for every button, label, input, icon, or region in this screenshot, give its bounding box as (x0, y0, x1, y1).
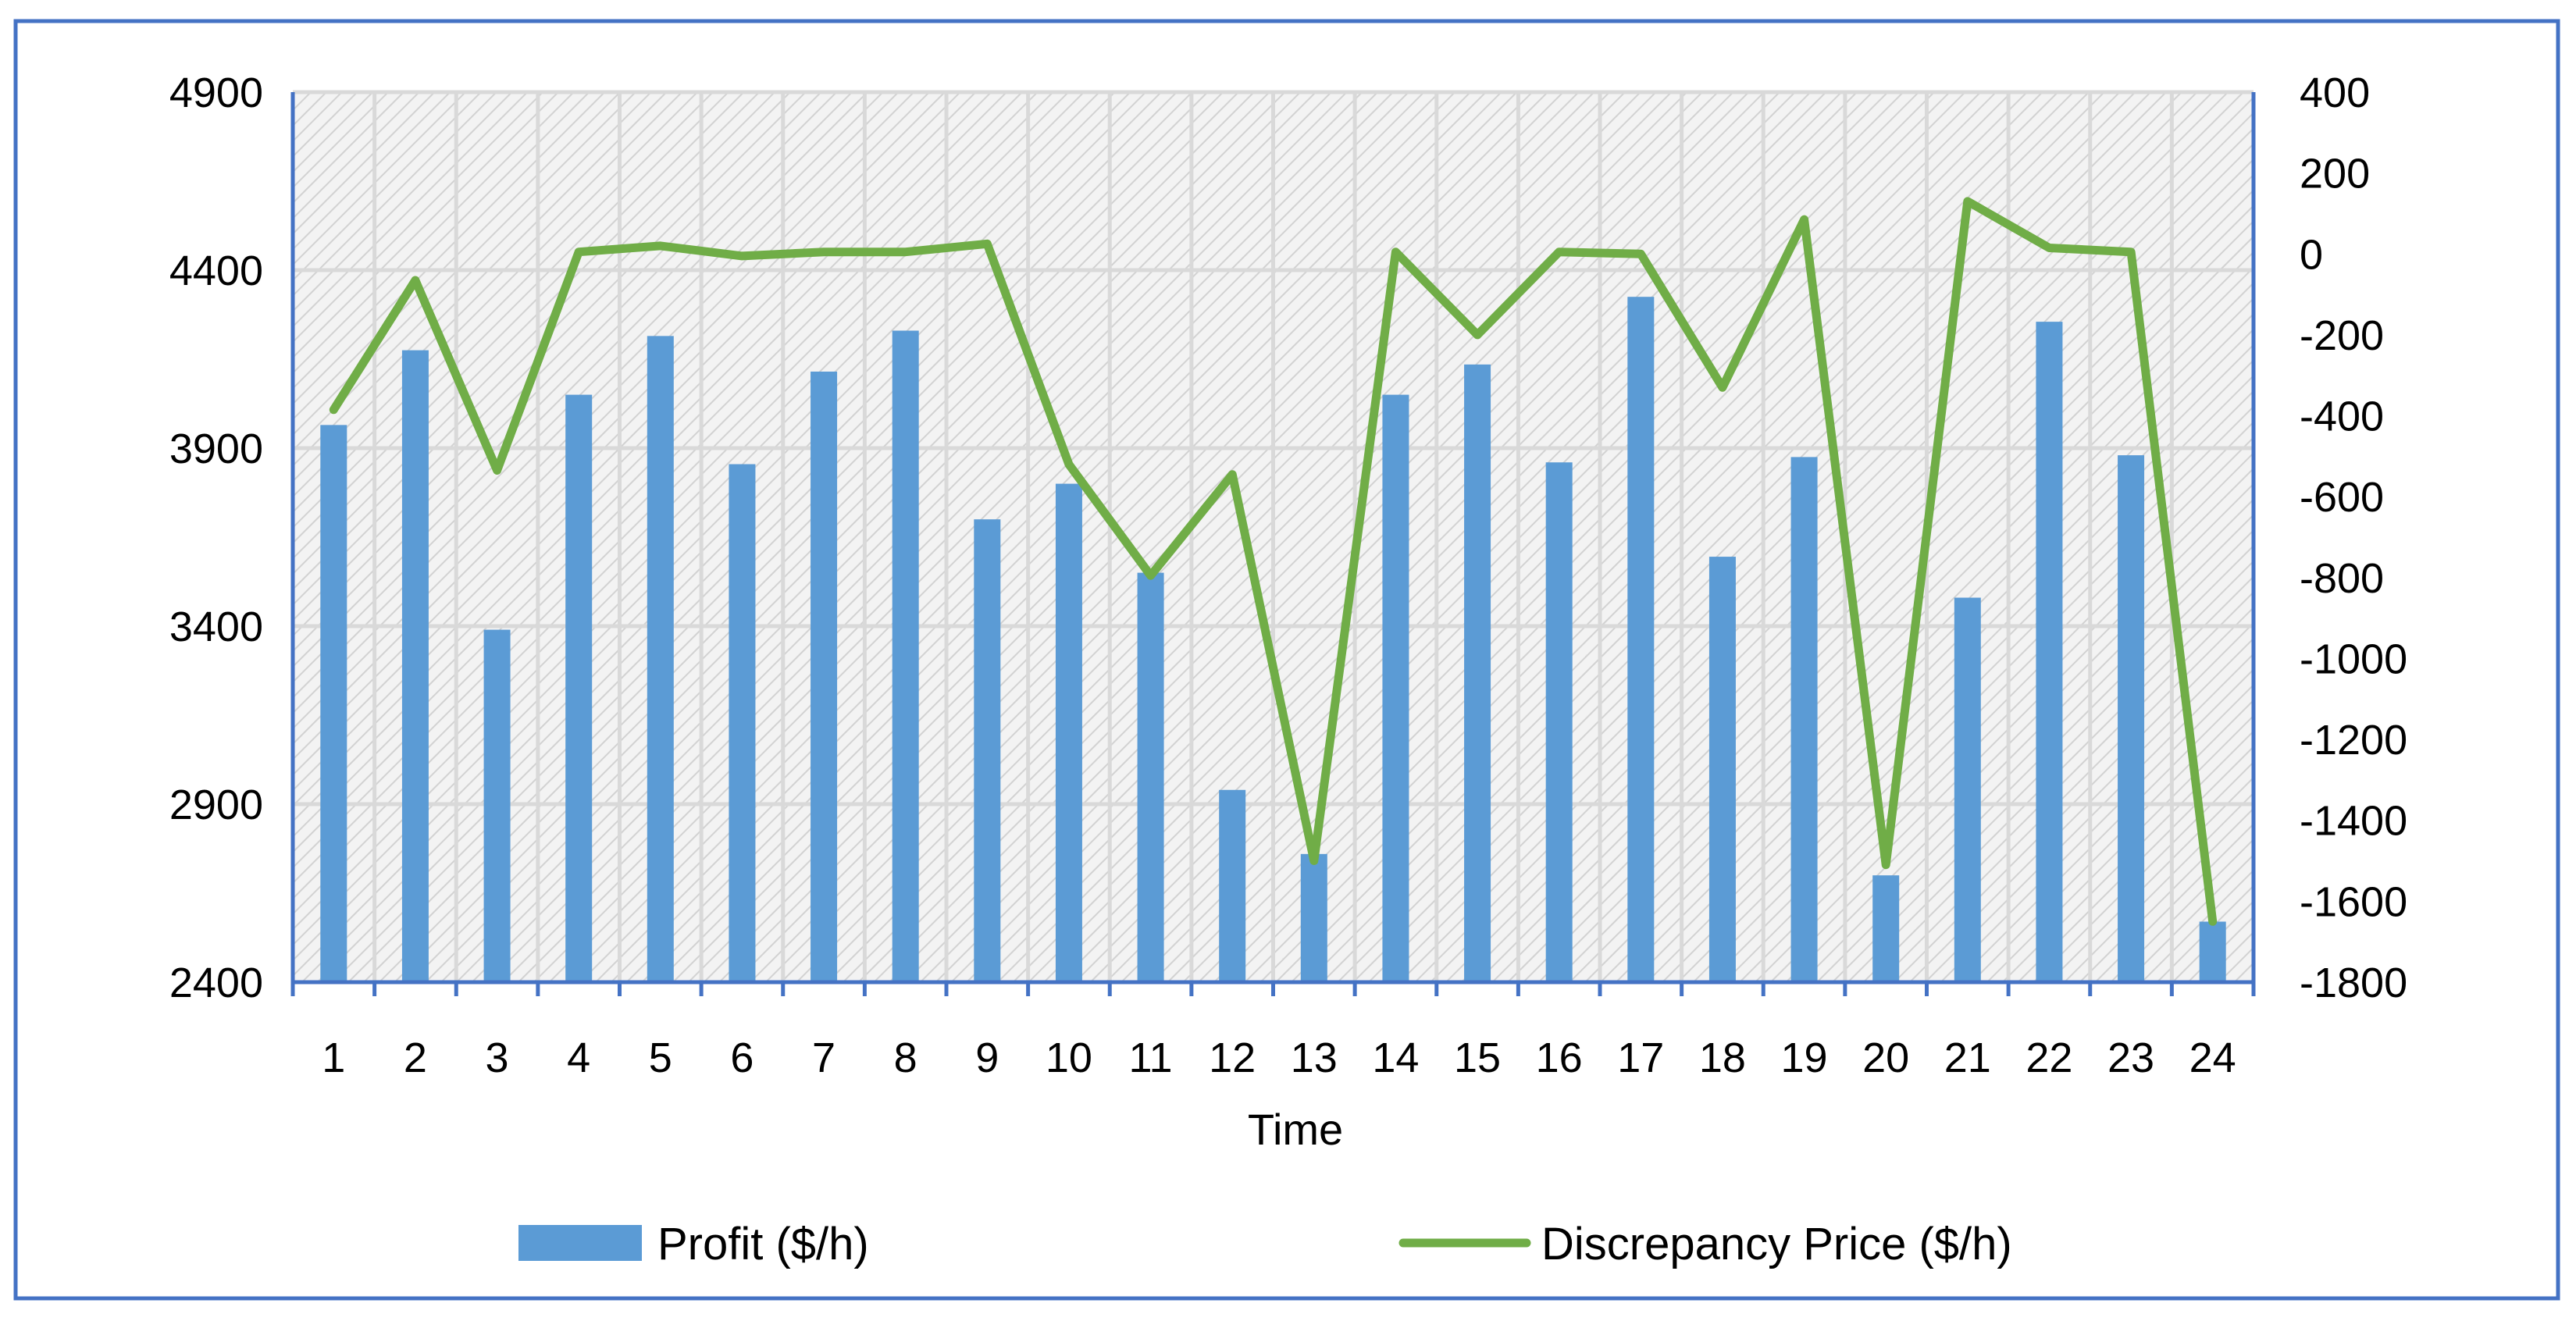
profit-bar (483, 629, 511, 982)
left-y-tick-label: 2900 (169, 782, 263, 828)
x-tick-label: 3 (486, 1034, 509, 1081)
right-y-tick-label: -1000 (2300, 636, 2407, 682)
x-tick-label: 19 (1781, 1034, 1828, 1081)
axes (290, 92, 2256, 996)
right-y-tick-label: -1800 (2300, 960, 2407, 1006)
x-tick-label: 13 (1291, 1034, 1338, 1081)
profit-bar (1382, 394, 1409, 983)
profit-bar (1872, 875, 1900, 982)
x-tick-label: 11 (1129, 1034, 1173, 1081)
profit-bar (811, 371, 838, 983)
right-y-tick-label: -800 (2300, 555, 2384, 602)
profit-bar (1954, 597, 1981, 982)
x-tick-label: 14 (1372, 1034, 1419, 1081)
x-tick-label: 12 (1209, 1034, 1256, 1081)
right-y-tick-label: -1600 (2300, 878, 2407, 925)
x-tick-label: 18 (1699, 1034, 1746, 1081)
x-axis-title: Time (1248, 1105, 1343, 1154)
profit-bar (320, 425, 347, 982)
right-y-tick-label: -400 (2300, 393, 2384, 440)
profit-bar (1790, 457, 1818, 982)
x-tick-label: 15 (1454, 1034, 1501, 1081)
left-y-tick-label: 4900 (169, 69, 263, 116)
x-tick-label: 8 (894, 1034, 917, 1081)
profit-bar (565, 394, 593, 983)
right-y-tick-label: -600 (2300, 474, 2384, 521)
left-y-tick-label: 4400 (169, 247, 263, 294)
profit-bar (1055, 483, 1082, 982)
x-tick-label: 9 (975, 1034, 999, 1081)
profit-bar (1627, 297, 1655, 982)
profit-bar (1137, 572, 1164, 982)
profit-bar (2118, 455, 2145, 982)
profit-bar (1545, 462, 1573, 982)
x-tick-label: 10 (1046, 1034, 1092, 1081)
x-tick-label: 7 (812, 1034, 836, 1081)
x-tick-label: 2 (404, 1034, 427, 1081)
x-tick-label: 1 (322, 1034, 345, 1081)
right-y-tick-label: -1200 (2300, 717, 2407, 764)
x-tick-label: 24 (2189, 1034, 2236, 1081)
left-y-tick-label: 3900 (169, 425, 263, 472)
right-y-tick-label: 0 (2300, 231, 2323, 278)
left-y-tick-label: 3400 (169, 604, 263, 650)
profit-bar (729, 464, 756, 982)
left-y-axis-tick-labels: 2400 2900 3400 3900 4400 4900 (169, 69, 263, 1006)
x-tick-label: 21 (1944, 1034, 1991, 1081)
x-tick-label: 4 (567, 1034, 590, 1081)
profit-bar (2036, 322, 2063, 982)
right-y-tick-label: 200 (2300, 151, 2370, 198)
profit-bar (2199, 921, 2226, 982)
x-tick-label: 23 (2107, 1034, 2154, 1081)
x-tick-label: 16 (1536, 1034, 1583, 1081)
profit-bar (892, 330, 919, 982)
legend-profit-swatch (518, 1225, 642, 1261)
profit-bar (647, 336, 674, 982)
x-tick-label: 5 (649, 1034, 672, 1081)
right-y-tick-label: 400 (2300, 69, 2370, 116)
profit-bar (401, 350, 429, 983)
left-y-tick-label: 2400 (169, 960, 263, 1006)
legend: Profit ($/h) Discrepancy Price ($/h) (518, 1219, 2012, 1269)
right-y-tick-label: -1400 (2300, 798, 2407, 845)
profit-bar (1708, 557, 1736, 982)
right-y-axis-tick-labels: -1800 -1600 -1400 -1200 -1000 -800 -600 -400 -20… (2300, 69, 2407, 1006)
x-axis-tick-labels: 1 2 3 4 5 6 7 8 9 10 11 12 13 14 15 16 17 18 19 20 21 22 23 24 (322, 1034, 2236, 1081)
legend-price-label: Discrepancy Price ($/h) (1541, 1219, 2012, 1269)
profit-bar (974, 519, 1001, 982)
x-tick-label: 6 (730, 1034, 754, 1081)
right-y-tick-label: -200 (2300, 312, 2384, 359)
profit-bars (320, 297, 2226, 983)
x-tick-label: 20 (1862, 1034, 1909, 1081)
profit-bar (1464, 364, 1491, 983)
profit-bar (1219, 789, 1246, 982)
legend-profit-label: Profit ($/h) (657, 1219, 869, 1269)
x-tick-label: 17 (1617, 1034, 1664, 1081)
x-tick-label: 22 (2026, 1034, 2072, 1081)
profit-bar (1300, 853, 1327, 982)
discrepancy-price-line (329, 197, 2218, 926)
